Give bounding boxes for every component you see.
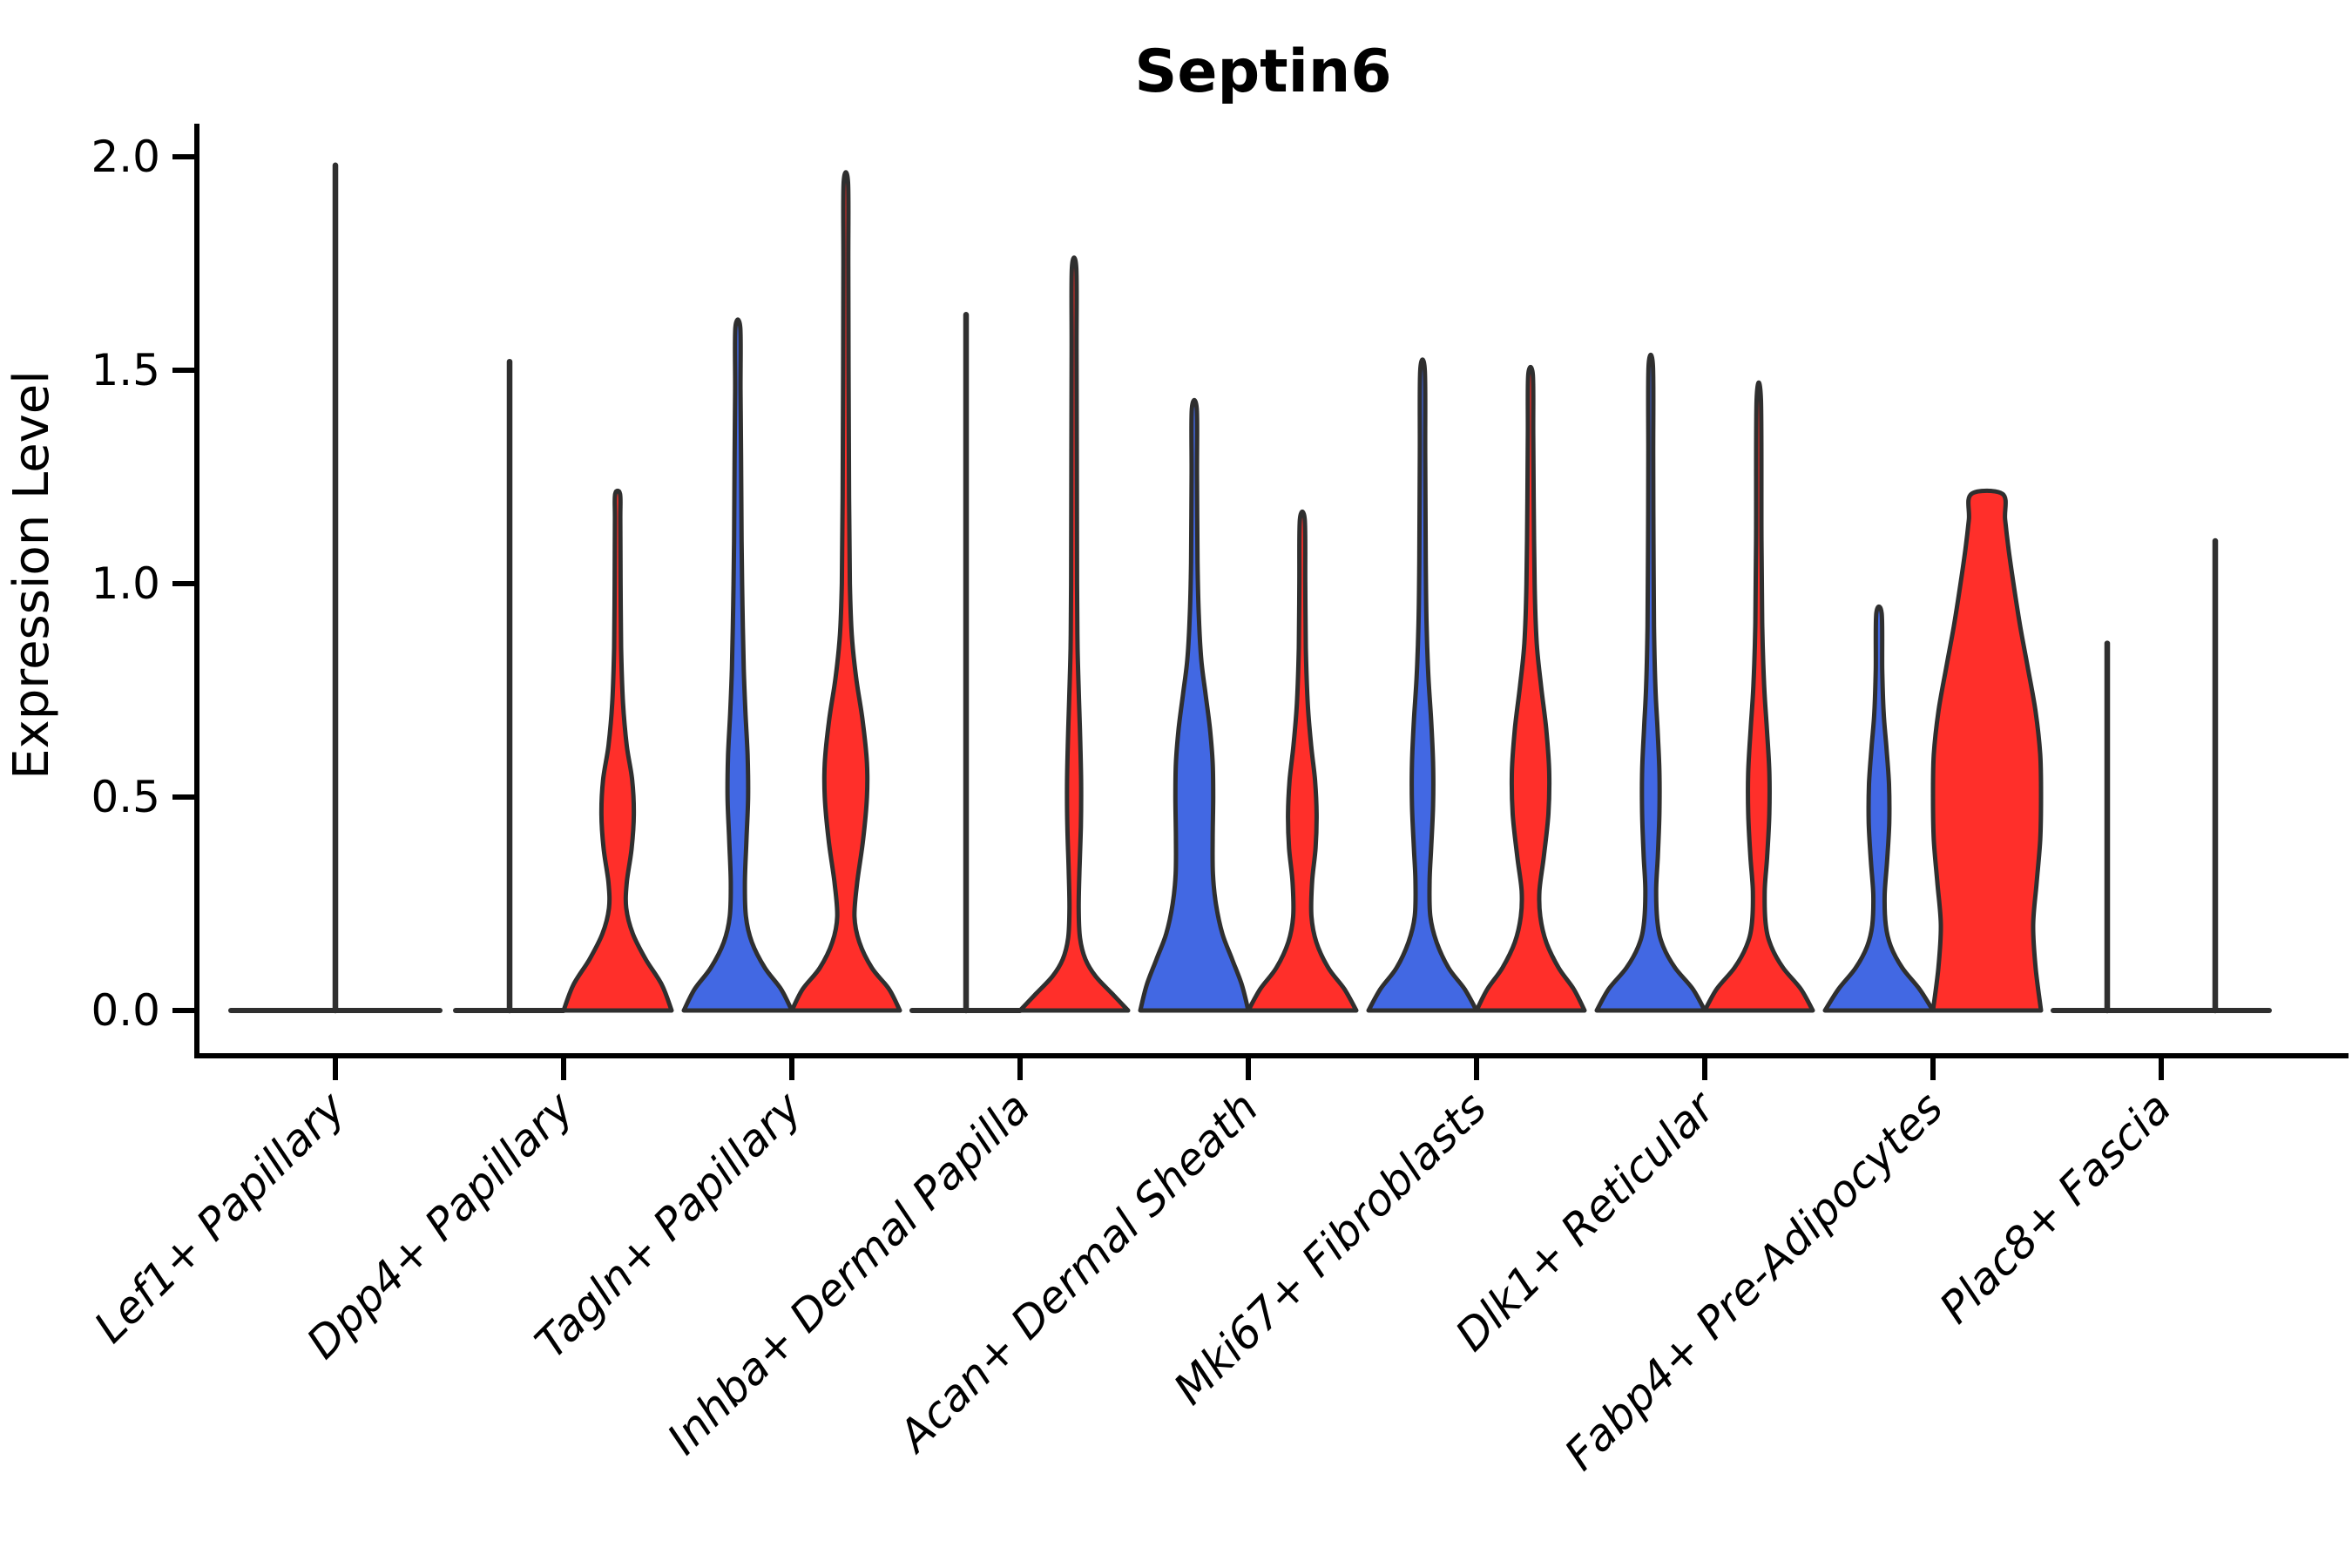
condition-1-blue-violin-Mki67+ Fibroblasts [1366, 357, 1479, 1013]
y-tick-label-0.5: 0.5 [91, 772, 160, 822]
y-tick-label-1.0: 1.0 [91, 558, 160, 609]
violins-group [228, 162, 2272, 1014]
condition-1-blue-violin-Acan+ Dermal Sheath [1138, 397, 1251, 1013]
condition-2-red-violin-Dlk1+ Reticular [1702, 380, 1815, 1013]
y-tick-label-2.0: 2.0 [91, 132, 160, 182]
y-tick-label-1.5: 1.5 [91, 345, 160, 395]
condition-2-red-violin-Inhba+ Dermal Papilla [1017, 255, 1131, 1013]
axes-group [194, 124, 2349, 1058]
condition-1-blue-violin-Dlk1+ Reticular [1594, 352, 1707, 1013]
y-axis-label: Expression Level [3, 370, 60, 780]
chart-title: Septin6 [1134, 37, 1391, 106]
condition-2-red-violin-Fabp4+ Pre-Adipocytes [1930, 488, 2044, 1013]
y-tick-label-0.0: 0.0 [91, 985, 160, 1036]
condition-2-red-violin-Dpp4+ Papillary [561, 489, 674, 1013]
condition-1-blue-violin-Fabp4+ Pre-Adipocytes [1822, 604, 1936, 1013]
condition-2-red-violin-Acan+ Dermal Sheath [1246, 509, 1359, 1013]
condition-2-red-violin-Tagln+ Papillary [789, 170, 902, 1013]
condition-1-blue-violin-Tagln+ Papillary [681, 317, 794, 1013]
condition-2-red-violin-Mki67+ Fibroblasts [1474, 364, 1587, 1013]
